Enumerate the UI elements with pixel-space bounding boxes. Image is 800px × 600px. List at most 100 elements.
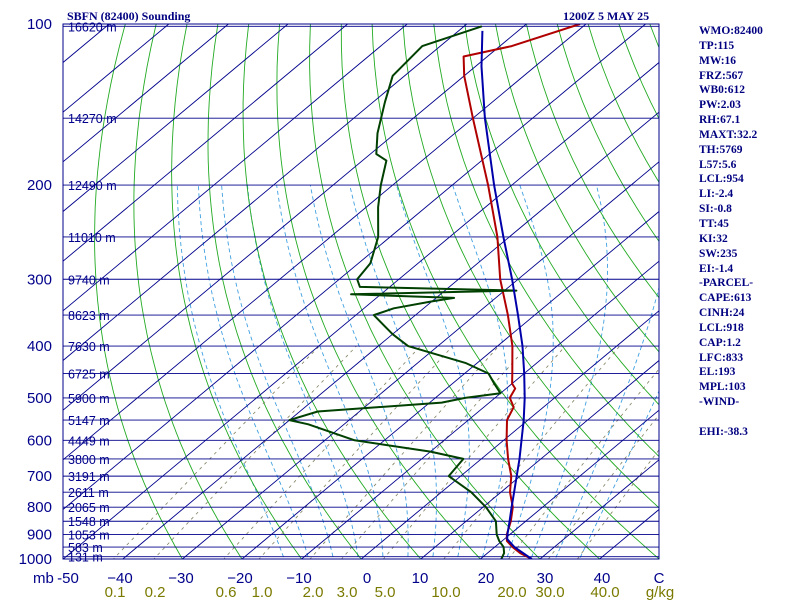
height-label: 3800 m [68,453,110,467]
pressure-unit-label: mb [33,570,54,587]
dry-adiabat-line [525,24,659,299]
mixing-ratio-line [547,414,659,559]
isotherm-line [480,409,659,559]
mixing-ratio-line [443,345,620,559]
isotherm-line [63,24,348,262]
mixing-ratio-lines [112,345,659,559]
height-label: 131 m [68,551,103,565]
height-label: 14270 m [68,112,117,126]
index-line: EHI:-38.3 [699,425,748,438]
dry-adiabat-line [171,24,303,559]
index-line: LCL:918 [699,321,744,334]
isotherm-line [63,24,587,461]
dry-adiabat-line [207,24,362,559]
index-line: SW:235 [699,247,738,260]
mixing-ratio-tick-label: 30.0 [535,584,564,600]
temperature-tick-label: −20 [227,570,252,587]
index-line: WB0:612 [699,84,745,97]
height-label: 16620 m [68,20,117,34]
pressure-tick-label: 1000 [19,551,52,568]
mixing-ratio-tick-label: 0.1 [105,584,126,600]
index-line: EI:-1.4 [699,262,734,275]
height-label: 12490 m [68,179,117,193]
temperature-tick-label: 0 [363,570,371,587]
plot-frame [62,23,660,560]
index-line: -PARCEL- [699,277,754,290]
index-line: -WIND- [699,396,740,409]
isotherm-line [539,459,659,559]
mixing-ratio-line [382,345,566,559]
mixing-ratio-tick-label: 0.2 [145,584,166,600]
index-line: CAPE:613 [699,292,752,305]
index-line: LFC:833 [699,351,744,364]
moist-adiabat-line [452,184,509,559]
temperature-tick-label: −10 [286,570,311,587]
pressure-tick-label: 700 [27,468,52,485]
isotherm-line [241,210,659,559]
moist-adiabat-line [221,185,334,559]
isotherm-line [63,24,527,411]
moist-adiabat-line [276,185,384,559]
index-line: SI:-0.8 [699,203,732,216]
index-line: MPL:103 [699,381,746,394]
isotherm-line [63,24,289,213]
index-line: LI:-2.4 [699,188,734,201]
temperature-tick-label: 20 [478,570,495,587]
pressure-tick-label: 500 [27,390,52,407]
height-label: 6725 m [68,367,110,381]
mixing-ratio-tick-label: 1.0 [252,584,273,600]
profile-lines [288,24,581,559]
mixing-ratio-tick-label: 20.0 [497,584,526,600]
parcel-path-line [480,30,533,559]
moist-adiabat-line [197,185,310,559]
index-line: MW:16 [699,54,737,67]
height-label: 5900 m [68,392,110,406]
index-line: L57:5.6 [699,158,737,171]
height-label: 2611 m [68,486,109,500]
index-line: EL:193 [699,366,736,379]
pressure-tick-label: 400 [27,338,52,355]
height-label: 7630 m [68,340,110,354]
isotherm-line [63,24,468,362]
mixing-ratio-line [223,345,421,559]
mixing-ratio-tick-label: 5.0 [375,584,396,600]
dry-adiabat-line [340,24,601,559]
index-line: CINH:24 [699,307,745,320]
mixing-ratio-unit-label: g/kg [646,584,674,600]
index-line: WMO:82400 [699,25,763,37]
height-label: 9740 m [68,273,110,287]
temperature-tick-label: −30 [168,570,193,587]
pressure-tick-label: 900 [27,527,52,544]
height-label: 2065 m [68,501,110,515]
dry-adiabat-line [433,24,659,458]
moist-adiabat-line [506,184,554,559]
isotherm-line [360,310,659,559]
temperature-tick-label: 10 [412,570,429,587]
height-label: 4449 m [68,434,110,448]
pressure-tick-label: 200 [27,177,52,194]
height-label: 5147 m [68,414,110,428]
chart-title: SBFN (82400) Sounding [67,9,191,23]
temperature-tick-label: 40 [594,570,611,587]
indices-panel: WMO:82400 TP:115 MW:16 FRZ:567 WB0:612 PW:2.0… [699,24,799,440]
temperature-tick-label: 30 [537,570,554,587]
height-label: 583 m [68,541,103,555]
height-label: 11010 m [68,231,116,245]
mixing-ratio-tick-label: 2.0 [303,584,324,600]
dewpoint-profile-line [288,25,518,559]
dry-adiabat-line [242,24,422,559]
temperature-tick-label: -50 [57,570,79,587]
pressure-tick-label: 300 [27,271,52,288]
temperature-tick-label: C [654,570,665,587]
index-line: CAP:1.2 [699,336,741,349]
dry-adiabat-line [464,24,659,406]
pressure-tick-label: 600 [27,432,52,449]
dry-adiabat-line [371,24,659,559]
isobars [63,23,659,560]
height-label: 8623 m [68,309,110,323]
isotherm-line [63,24,229,163]
temperature-tick-label: −40 [107,570,132,587]
mixing-ratio-tick-label: 3.0 [337,584,358,600]
moist-adiabat-line [309,185,409,559]
